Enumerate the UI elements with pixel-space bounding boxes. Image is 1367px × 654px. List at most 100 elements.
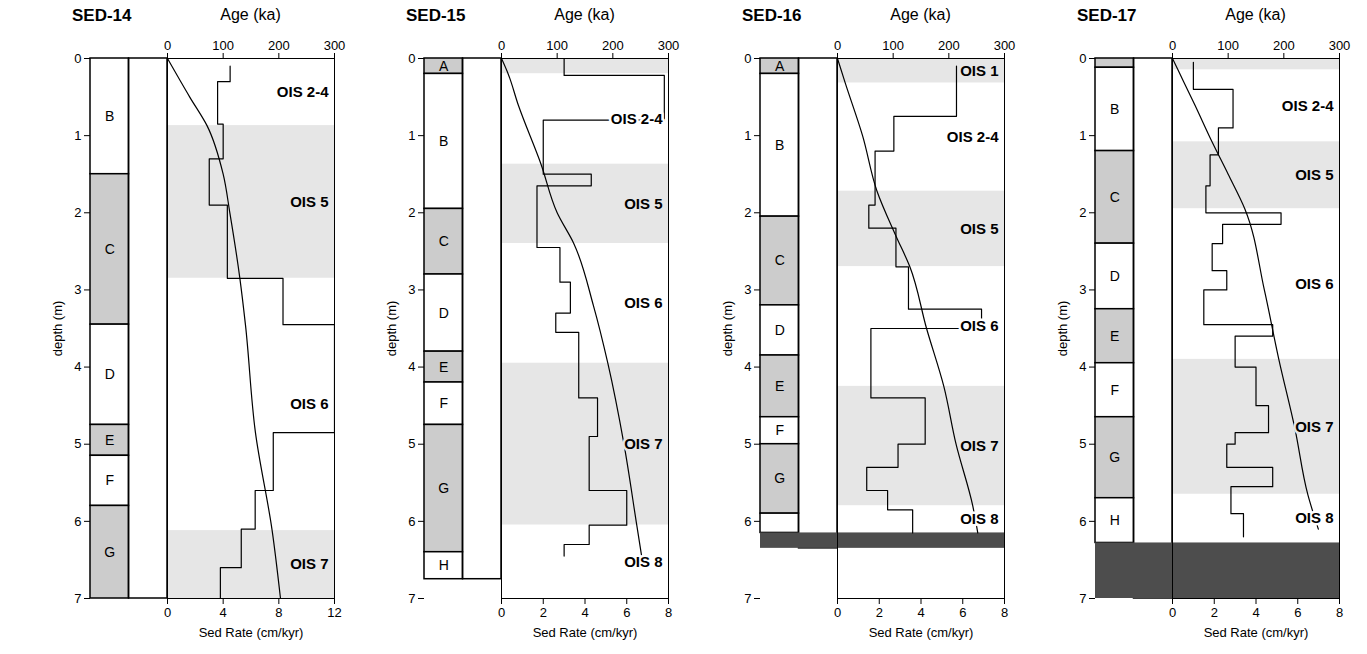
- svg-text:8: 8: [665, 605, 672, 620]
- svg-text:7: 7: [408, 591, 415, 606]
- svg-text:OIS 5: OIS 5: [960, 220, 998, 237]
- svg-text:4: 4: [220, 605, 227, 620]
- svg-text:0: 0: [1169, 38, 1176, 53]
- svg-text:8: 8: [1336, 605, 1343, 620]
- svg-text:0: 0: [498, 605, 505, 620]
- svg-text:OIS 7: OIS 7: [290, 555, 328, 572]
- svg-text:G: G: [1109, 449, 1120, 465]
- svg-text:H: H: [439, 557, 449, 573]
- svg-text:6: 6: [623, 605, 630, 620]
- svg-text:OIS 7: OIS 7: [624, 435, 662, 452]
- svg-text:0: 0: [408, 51, 415, 66]
- svg-text:100: 100: [882, 38, 904, 53]
- svg-text:5: 5: [408, 436, 415, 451]
- svg-text:0: 0: [834, 38, 841, 53]
- svg-text:depth (m): depth (m): [384, 301, 399, 357]
- svg-text:7: 7: [74, 591, 81, 606]
- svg-text:F: F: [439, 395, 448, 411]
- svg-text:C: C: [439, 233, 449, 249]
- svg-text:B: B: [439, 133, 448, 149]
- svg-text:OIS 8: OIS 8: [960, 510, 998, 527]
- svg-text:0: 0: [1079, 51, 1086, 66]
- svg-text:G: G: [774, 470, 785, 486]
- svg-text:OIS 7: OIS 7: [960, 437, 998, 454]
- svg-text:F: F: [105, 472, 114, 488]
- svg-text:OIS 7: OIS 7: [1295, 418, 1333, 435]
- svg-text:100: 100: [546, 38, 568, 53]
- svg-text:4: 4: [1079, 359, 1086, 374]
- svg-text:0: 0: [74, 51, 81, 66]
- svg-text:E: E: [105, 432, 114, 448]
- svg-text:1: 1: [744, 128, 751, 143]
- svg-text:200: 200: [602, 38, 624, 53]
- svg-text:OIS 5: OIS 5: [290, 193, 328, 210]
- svg-text:0: 0: [498, 38, 505, 53]
- svg-text:6: 6: [408, 514, 415, 529]
- svg-text:Sed Rate (cm/kyr): Sed Rate (cm/kyr): [533, 625, 638, 640]
- svg-text:300: 300: [324, 38, 346, 53]
- svg-text:G: G: [104, 544, 115, 560]
- svg-text:OIS 5: OIS 5: [624, 195, 662, 212]
- svg-text:E: E: [439, 359, 448, 375]
- svg-text:OIS 2-4: OIS 2-4: [611, 110, 663, 127]
- svg-text:3: 3: [1079, 282, 1086, 297]
- svg-text:8: 8: [275, 605, 282, 620]
- svg-text:0: 0: [744, 51, 751, 66]
- svg-text:1: 1: [408, 128, 415, 143]
- svg-text:OIS 2-4: OIS 2-4: [277, 83, 329, 100]
- svg-text:0: 0: [164, 38, 171, 53]
- svg-text:OIS 1: OIS 1: [960, 62, 998, 79]
- svg-text:4: 4: [1252, 605, 1259, 620]
- svg-text:2: 2: [540, 605, 547, 620]
- svg-text:Sed Rate (cm/kyr): Sed Rate (cm/kyr): [869, 625, 974, 640]
- svg-text:12: 12: [327, 605, 341, 620]
- svg-text:OIS 2-4: OIS 2-4: [1282, 97, 1334, 114]
- svg-text:OIS 8: OIS 8: [1295, 509, 1333, 526]
- svg-text:200: 200: [938, 38, 960, 53]
- svg-text:7: 7: [1079, 591, 1086, 606]
- svg-text:B: B: [1110, 101, 1119, 117]
- svg-text:100: 100: [212, 38, 234, 53]
- svg-text:2: 2: [1079, 205, 1086, 220]
- svg-text:3: 3: [744, 282, 751, 297]
- svg-text:200: 200: [1273, 38, 1295, 53]
- svg-text:5: 5: [744, 436, 751, 451]
- svg-text:5: 5: [1079, 436, 1086, 451]
- svg-text:OIS 2-4: OIS 2-4: [947, 128, 999, 145]
- svg-text:OIS 8: OIS 8: [624, 553, 662, 570]
- svg-text:1: 1: [74, 128, 81, 143]
- svg-text:B: B: [775, 137, 784, 153]
- svg-text:E: E: [775, 378, 784, 394]
- svg-text:G: G: [438, 480, 449, 496]
- svg-text:depth (m): depth (m): [50, 301, 65, 357]
- svg-text:2: 2: [1211, 605, 1218, 620]
- svg-text:D: D: [439, 305, 449, 321]
- svg-text:300: 300: [994, 38, 1016, 53]
- svg-text:F: F: [775, 422, 784, 438]
- svg-text:4: 4: [408, 359, 415, 374]
- svg-text:0: 0: [1169, 605, 1176, 620]
- svg-text:1: 1: [1079, 128, 1086, 143]
- svg-text:C: C: [775, 252, 785, 268]
- svg-text:2: 2: [876, 605, 883, 620]
- svg-text:6: 6: [959, 605, 966, 620]
- svg-text:6: 6: [1079, 514, 1086, 529]
- svg-text:OIS 6: OIS 6: [290, 395, 328, 412]
- svg-text:B: B: [105, 108, 114, 124]
- svg-text:OIS 6: OIS 6: [1295, 275, 1333, 292]
- svg-text:4: 4: [744, 359, 751, 374]
- svg-text:depth (m): depth (m): [1055, 301, 1070, 357]
- svg-text:2: 2: [74, 205, 81, 220]
- svg-text:6: 6: [74, 514, 81, 529]
- svg-text:Sed Rate (cm/kyr): Sed Rate (cm/kyr): [1204, 625, 1309, 640]
- svg-text:A: A: [775, 58, 785, 74]
- svg-text:0: 0: [164, 605, 171, 620]
- svg-text:2: 2: [408, 205, 415, 220]
- svg-text:6: 6: [1294, 605, 1301, 620]
- svg-text:4: 4: [74, 359, 81, 374]
- svg-text:2: 2: [744, 205, 751, 220]
- svg-text:OIS 5: OIS 5: [1295, 166, 1333, 183]
- svg-text:C: C: [1110, 189, 1120, 205]
- svg-text:100: 100: [1217, 38, 1239, 53]
- svg-text:300: 300: [1329, 38, 1351, 53]
